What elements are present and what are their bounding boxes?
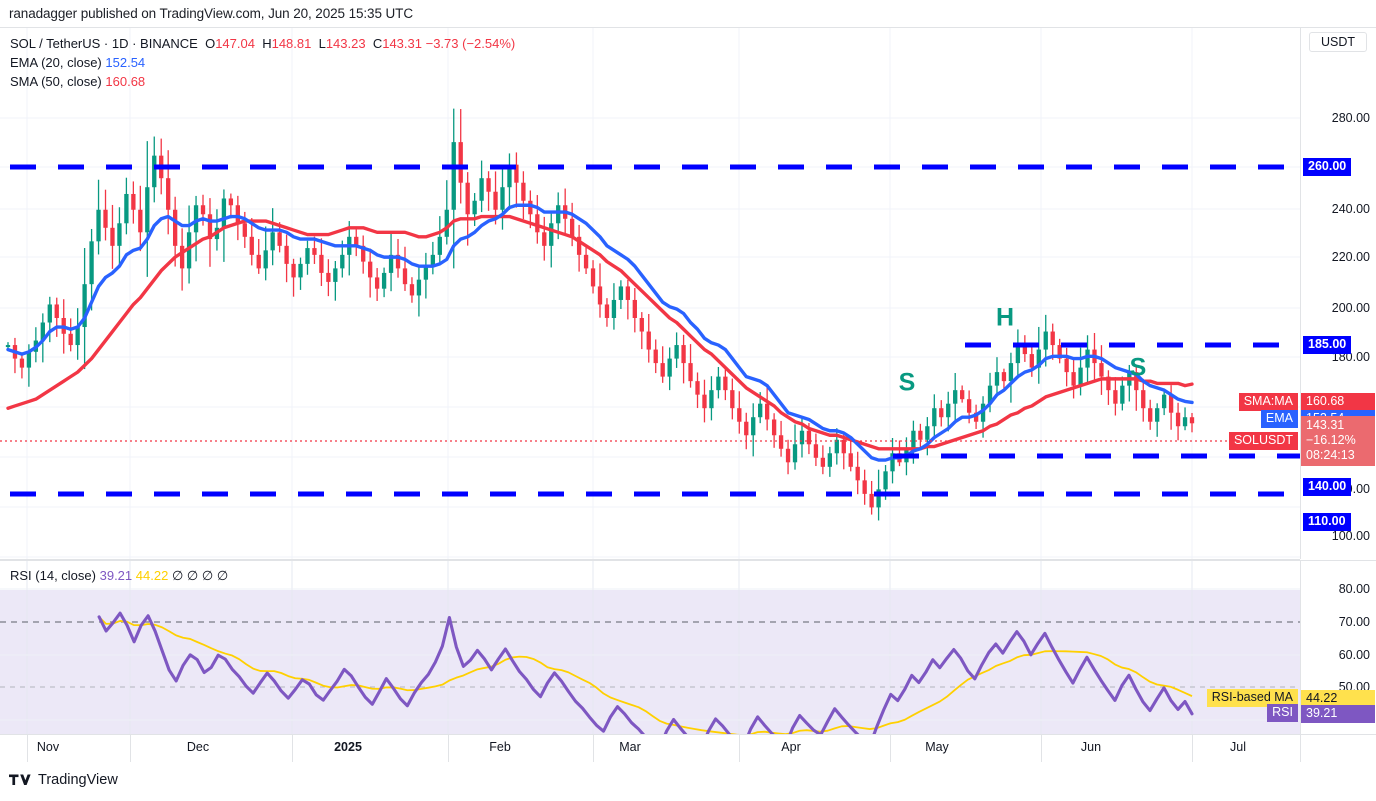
candlestick-series [5,108,1195,521]
ohlc-open-value: 147.04 [215,36,255,51]
level-tag-185[interactable]: 185.00 [1303,336,1352,354]
time-tick-feb: Feb [489,740,511,754]
footer: TradingView [9,772,118,788]
publish-info-text: ranadagger published on TradingView.com,… [9,6,413,21]
level-tag-110[interactable]: 110.00 [1303,513,1351,531]
time-tick-mar: Mar [619,740,641,754]
legend-ohlc: O147.04 H148.81 L143.23 C143.31 [201,36,425,51]
legend-ema-value: 152.54 [105,55,146,70]
rsi-legend-empty-2: ∅ [201,568,214,583]
ohlc-close-value: 143.31 [382,36,422,51]
series-badge-rsi-ma[interactable]: RSI-based MA [1206,689,1298,707]
ohlc-open-key: O [201,36,216,51]
chart-frame: SOL / TetherUS · 1D · BINANCE O147.04 H1… [0,27,1376,762]
rsi-tick-80: 80.00 [1338,582,1370,596]
time-tick-nov: Nov [36,740,60,754]
rsi-legend-label[interactable]: RSI (14, close) [10,568,96,583]
ohlc-high-key: H [258,36,272,51]
legend-sma-row: SMA (50, close) 160.68 [10,72,515,91]
last-price-value: 143.31 [1306,418,1345,432]
series-badge-rsi[interactable]: RSI [1267,704,1298,722]
ema-20-line [6,203,1194,462]
legend-symbol[interactable]: SOL / TetherUS · 1D · BINANCE [10,36,198,51]
currency-badge[interactable]: USDT [1309,32,1367,52]
rsi-vertical-gridlines [26,561,1193,734]
rsi-line [97,611,1194,734]
time-tick-jul: Jul [1230,740,1246,754]
last-price-change: −16.12% [1306,433,1356,447]
series-badge-ema[interactable]: EMA [1260,410,1298,428]
level-tag-260[interactable]: 260.00 [1303,158,1352,176]
time-tick-2025: 2025 [334,740,362,754]
chart-legend: SOL / TetherUS · 1D · BINANCE O147.04 H1… [10,34,515,91]
last-price-countdown: 08:24:13 [1306,448,1355,462]
legend-sma-value: 160.68 [105,74,146,89]
last-price-tag[interactable]: 143.31 −16.12% 08:24:13 [1301,416,1375,466]
ohlc-high-value: 148.81 [271,36,312,51]
time-tick-jun: Jun [1080,740,1102,754]
legend-change: −3.73 (−2.54%) [425,36,516,51]
legend-sma-label[interactable]: SMA (50, close) [10,74,102,89]
alert-lightning-icon[interactable] [1172,558,1198,559]
rsi-legend-empty-0: ∅ [171,568,184,583]
rsi-axis[interactable]: 80.00 70.00 60.00 50.00 30.00 44.22 39.2… [1300,560,1376,749]
sma-price-tag[interactable]: 160.68 [1301,393,1375,411]
rsi-tick-70: 70.00 [1338,615,1370,629]
rsi-tick-60: 60.00 [1338,648,1370,662]
price-pane[interactable]: SOL / TetherUS · 1D · BINANCE O147.04 H1… [0,28,1300,559]
rsi-ma-tag[interactable]: 44.22 [1301,690,1375,708]
series-badge-sma[interactable]: SMA:MA [1238,393,1298,411]
legend-symbol-row: SOL / TetherUS · 1D · BINANCE O147.04 H1… [10,34,515,53]
pattern-label-left-shoulder: S [898,368,916,397]
time-axis[interactable]: Nov Dec 2025 Feb Mar Apr May Jun Jul [0,734,1376,762]
price-tick-240: 240.00 [1331,202,1370,216]
rsi-chart-svg [0,561,1300,734]
rsi-band [0,590,1300,734]
price-tick-200: 200.00 [1331,301,1370,315]
rsi-based-ma-line [98,616,1193,734]
time-tick-apr: Apr [781,740,801,754]
rsi-pane[interactable]: RSI (14, close) 39.21 44.22 ∅ ∅ ∅ ∅ [0,560,1300,734]
ohlc-low-value: 143.23 [325,36,366,51]
rsi-legend-ma-value: 44.22 [135,568,169,583]
pane-separator[interactable] [0,559,1300,560]
ohlc-close-key: C [369,36,383,51]
pattern-label-right-shoulder: S [1129,353,1147,382]
level-tag-140[interactable]: 140.00 [1303,478,1352,496]
price-tick-100: 100.00 [1331,529,1370,543]
tradingview-logo-icon [9,773,31,787]
pattern-label-head: H [995,303,1015,332]
legend-ema-label[interactable]: EMA (20, close) [10,55,102,70]
legend-ema-row: EMA (20, close) 152.54 [10,53,515,72]
series-badge-symbol[interactable]: SOLUSDT [1228,432,1298,450]
rsi-legend-empty-3: ∅ [216,568,229,583]
price-tick-220: 220.00 [1331,250,1370,264]
price-axis[interactable]: USDT 280.00 240.00 220.00 200.00 180.00 … [1300,28,1376,559]
sma-50-line [6,214,1194,451]
rsi-value-tag[interactable]: 39.21 [1301,705,1375,723]
time-tick-may: May [925,740,949,754]
tradingview-brand: TradingView [38,772,118,788]
publish-info-bar: ranadagger published on TradingView.com,… [0,0,1376,27]
time-tick-dec: Dec [186,740,210,754]
price-vertical-gridlines [26,28,1193,559]
ohlc-low-key: L [314,36,326,51]
price-tick-280: 280.00 [1331,111,1370,125]
rsi-legend-value: 39.21 [99,568,133,583]
price-chart-svg [0,28,1300,559]
rsi-legend: RSI (14, close) 39.21 44.22 ∅ ∅ ∅ ∅ [10,566,228,585]
rsi-legend-empty-1: ∅ [186,568,199,583]
